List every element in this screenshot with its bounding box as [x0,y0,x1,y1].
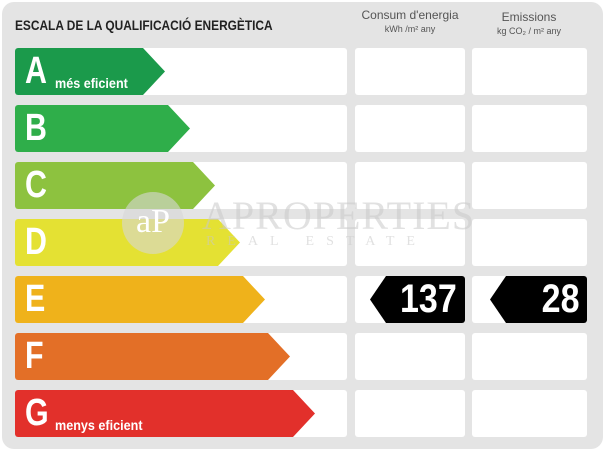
emissions-cell [472,162,587,209]
emissions-cell [472,105,587,152]
rating-arrow-d: D [15,219,240,266]
consumption-cell [355,48,465,95]
consumption-cell [355,219,465,266]
consumption-value: 137 [370,276,465,323]
label-title: ESCALA DE LA QUALIFICACIÓ ENERGÈTICA [15,17,273,33]
consumption-column-header: Consum d'energia kWh /m² any [352,8,468,36]
emissions-unit: kg CO₂ / m² any [496,26,561,36]
consumption-cell [355,105,465,152]
emissions-cell [472,219,587,266]
emissions-cell [472,333,587,380]
rating-letter: C [25,164,47,206]
emissions-value-text: 28 [541,277,579,321]
consumption-cell [355,390,465,437]
emissions-value: 28 [490,276,587,323]
emissions-cell [472,390,587,437]
emissions-column-header: Emissions kg CO₂ / m² any [470,10,588,38]
consumption-label: Consum d'energia [361,8,459,22]
rating-letter: A [25,50,47,92]
rating-arrow-b: B [15,105,190,152]
consumption-cell [355,162,465,209]
rating-arrow-a: A més eficient [15,48,165,95]
rating-caption: menys eficient [55,417,143,433]
consumption-cell [355,333,465,380]
rating-letter: F [25,335,44,377]
rating-letter: B [25,107,47,149]
emissions-cell [472,48,587,95]
rating-arrow-g: G menys eficient [15,390,315,437]
consumption-unit: kWh /m² any [384,24,436,34]
rating-arrow-e: E [15,276,265,323]
rating-letter: G [25,392,49,434]
rating-arrow-f: F [15,333,290,380]
rating-arrow-c: C [15,162,215,209]
rating-letter: E [25,278,46,320]
rating-letter: D [25,221,47,263]
rating-caption: més eficient [55,75,128,91]
consumption-value-text: 137 [400,277,457,321]
emissions-label: Emissions [501,10,557,24]
